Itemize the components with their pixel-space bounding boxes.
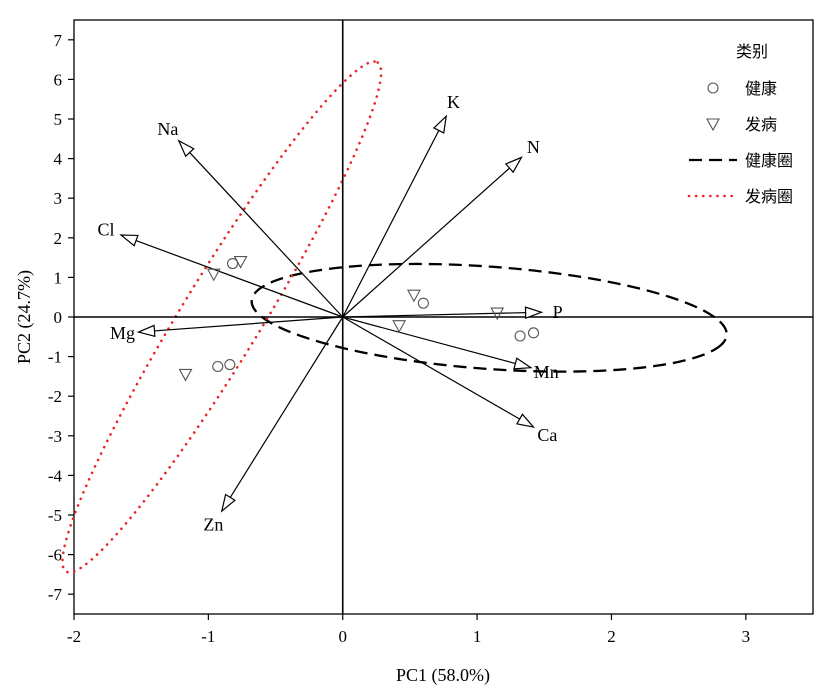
- vector-na-line: [178, 140, 344, 318]
- y-tick-label: -6: [48, 546, 62, 565]
- diseased-point: [490, 307, 505, 321]
- legend-healthy-marker: [707, 82, 719, 94]
- vector-n-label: N: [527, 137, 540, 157]
- score-points: [178, 256, 540, 382]
- vector-n-line: [342, 156, 522, 318]
- legend-diseased-marker: [706, 118, 720, 132]
- vector-cl-arrowhead: [119, 234, 139, 247]
- x-tick-label: -1: [201, 627, 215, 646]
- vector-mg-arrowhead: [136, 324, 156, 338]
- y-tick-label: 6: [54, 70, 63, 89]
- loading-vectors: Na K N Cl P Mg Mn Ca Zn: [98, 92, 563, 535]
- healthy-point: [224, 358, 236, 371]
- healthy-point: [514, 330, 526, 342]
- diseased-point: [392, 320, 407, 333]
- x-tick-label: 0: [338, 627, 347, 646]
- vector-ca-line: [342, 316, 534, 428]
- y-tick-label: -4: [48, 466, 63, 485]
- x-tick-label: 1: [473, 627, 482, 646]
- vector-k-label: K: [447, 92, 460, 112]
- vector-k-arrowhead: [432, 114, 448, 134]
- y-axis-label: PC2 (24.7%): [14, 270, 35, 364]
- diseased-point: [407, 289, 421, 303]
- healthy-point: [527, 327, 540, 339]
- vector-mg-line: [138, 316, 343, 333]
- vector-n-arrowhead: [504, 156, 523, 174]
- vector-zn-label: Zn: [203, 515, 223, 535]
- x-axis-label: PC1 (58.0%): [396, 665, 490, 686]
- y-tick-label: 2: [54, 229, 63, 248]
- legend-title: 类别: [736, 42, 768, 61]
- x-tick-label: 3: [742, 627, 751, 646]
- y-tick-label: 5: [54, 110, 63, 129]
- vector-p-arrowhead: [524, 306, 544, 319]
- y-tick-label: 7: [54, 31, 63, 50]
- y-tick-label: 3: [54, 189, 63, 208]
- vector-zn-line: [221, 316, 344, 512]
- vector-zn-arrowhead: [220, 493, 236, 513]
- vector-p-line: [342, 311, 542, 318]
- legend-label: 健康: [745, 79, 777, 98]
- diseased-point: [178, 368, 193, 382]
- vector-mn-arrowhead: [513, 357, 533, 370]
- vector-cl-line: [120, 234, 343, 318]
- vector-na-label: Na: [157, 119, 178, 139]
- vector-k-line: [342, 115, 447, 318]
- vector-ca-arrowhead: [515, 413, 536, 429]
- diseased-point: [206, 268, 221, 282]
- y-tick-label: -5: [48, 506, 62, 525]
- y-tick-label: -7: [48, 585, 63, 604]
- y-tick-label: -3: [48, 427, 62, 446]
- vector-cl-label: Cl: [98, 219, 115, 239]
- vector-mn-label: Mn: [534, 362, 559, 382]
- x-tick-label: 2: [607, 627, 616, 646]
- y-tick-label: -2: [48, 387, 62, 406]
- vector-mg-label: Mg: [110, 323, 135, 343]
- axis-ticks: -2 -1 0 1 2 3 7 6 5 4 3 2 1 0 -1 -2 -3 -4 -5 -6 -7: [48, 31, 750, 646]
- vector-na-arrowhead: [177, 139, 195, 158]
- healthy-point: [417, 297, 429, 309]
- y-tick-label: 1: [54, 268, 63, 287]
- x-tick-label: -2: [67, 627, 81, 646]
- diseased-point: [233, 256, 248, 269]
- legend-label: 发病圈: [745, 187, 793, 206]
- vector-ca-label: Ca: [537, 425, 557, 445]
- vector-p-label: P: [553, 302, 563, 322]
- healthy-point: [226, 257, 239, 270]
- vector-mn-line: [342, 316, 531, 369]
- legend-label: 发病: [745, 115, 777, 134]
- healthy-point: [212, 360, 224, 373]
- legend-label: 健康圈: [745, 151, 793, 170]
- y-tick-label: -1: [48, 348, 62, 367]
- reference-lines: [74, 20, 813, 614]
- y-tick-label: 4: [54, 150, 63, 169]
- y-tick-label: 0: [54, 308, 63, 327]
